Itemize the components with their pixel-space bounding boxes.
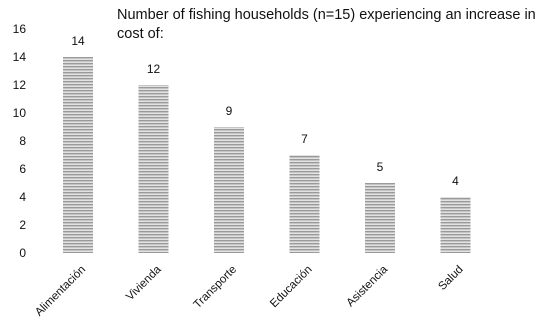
bar-asistencia (365, 183, 395, 253)
y-tick-label: 6 (19, 162, 26, 176)
data-label: 12 (147, 62, 161, 76)
bar-transporte (214, 127, 244, 253)
x-tick-label: Alimentación (33, 264, 88, 319)
data-label: 7 (301, 132, 308, 146)
chart-title: Number of fishing households (n=15) expe… (117, 7, 536, 42)
y-tick-label: 12 (13, 78, 27, 92)
x-tick-label: Salud (436, 264, 465, 293)
y-tick-label: 10 (13, 106, 27, 120)
y-tick-label: 8 (19, 134, 26, 148)
data-label: 9 (226, 104, 233, 118)
data-label: 5 (377, 160, 384, 174)
y-tick-label: 0 (19, 246, 26, 260)
x-tick-label: Vivienda (124, 263, 164, 303)
x-tick-label: Educación (268, 264, 314, 310)
x-axis-labels: Alimentación Vivienda Transporte Educación A… (33, 263, 466, 318)
x-tick-label: Asistencia (345, 263, 391, 309)
x-tick-label: Transporte (192, 264, 240, 312)
data-label: 14 (71, 34, 85, 48)
y-tick-label: 14 (13, 50, 27, 64)
data-label: 4 (452, 174, 459, 188)
y-axis: 0 2 4 6 8 10 12 14 16 (13, 22, 27, 260)
y-tick-label: 2 (19, 218, 26, 232)
bar-salud (440, 197, 471, 253)
bar-educación (289, 155, 320, 253)
bars: 14 12 9 7 5 4 (63, 34, 471, 253)
y-tick-label: 16 (13, 22, 27, 36)
bar-vivienda (138, 85, 169, 253)
bar-alimentación (63, 57, 93, 253)
y-tick-label: 4 (19, 190, 26, 204)
